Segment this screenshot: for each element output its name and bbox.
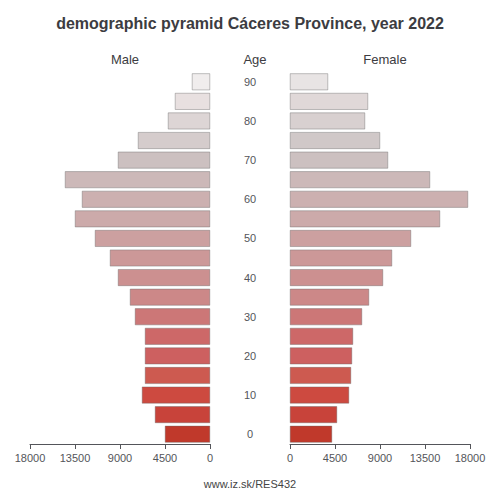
svg-text:80: 80 (244, 115, 256, 127)
svg-text:50: 50 (244, 232, 256, 244)
svg-text:Age: Age (243, 52, 266, 67)
svg-text:0: 0 (207, 452, 213, 464)
svg-text:60: 60 (244, 193, 256, 205)
svg-text:18000: 18000 (15, 452, 46, 464)
svg-text:13500: 13500 (410, 452, 441, 464)
svg-text:9000: 9000 (368, 452, 392, 464)
svg-text:4500: 4500 (323, 452, 347, 464)
svg-text:0: 0 (247, 428, 253, 440)
svg-text:30: 30 (244, 311, 256, 323)
svg-text:Female: Female (363, 52, 406, 67)
svg-text:70: 70 (244, 154, 256, 166)
svg-text:9000: 9000 (108, 452, 132, 464)
svg-text:demographic pyramid Cáceres Pr: demographic pyramid Cáceres Province, ye… (56, 15, 444, 32)
svg-text:40: 40 (244, 272, 256, 284)
svg-text:0: 0 (287, 452, 293, 464)
svg-text:13500: 13500 (60, 452, 91, 464)
svg-text:10: 10 (244, 389, 256, 401)
svg-text:20: 20 (244, 350, 256, 362)
svg-text:90: 90 (244, 76, 256, 88)
svg-text:www.iz.sk/RES432: www.iz.sk/RES432 (203, 478, 296, 490)
svg-text:4500: 4500 (153, 452, 177, 464)
svg-text:18000: 18000 (455, 452, 486, 464)
svg-text:Male: Male (111, 52, 139, 67)
